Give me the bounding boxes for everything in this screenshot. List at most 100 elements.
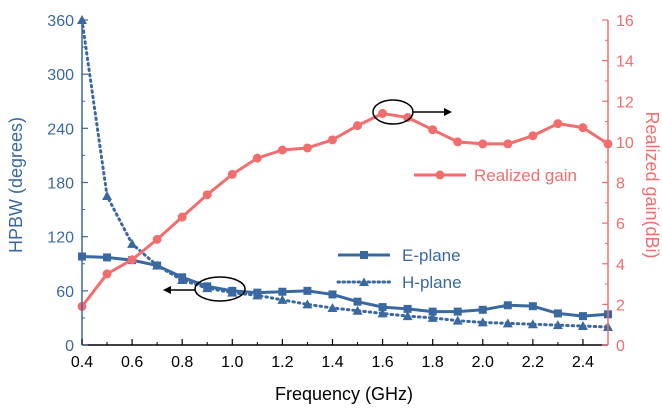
data-point-e-plane xyxy=(403,304,412,313)
x-tick-label: 0.6 xyxy=(121,354,143,371)
y-right-tick-label: 8 xyxy=(616,176,625,193)
y-left-tick-label: 120 xyxy=(47,230,74,247)
data-point-h-plane xyxy=(227,287,238,297)
legend-gain: Realized gain xyxy=(414,166,577,185)
x-tick-label: 1.4 xyxy=(321,354,343,371)
data-point-realized-gain xyxy=(578,123,588,133)
data-point-realized-gain xyxy=(177,212,187,222)
data-point-realized-gain xyxy=(127,255,137,265)
y-right-tick-label: 12 xyxy=(616,94,634,111)
data-point-h-plane xyxy=(427,312,438,322)
data-point-h-plane xyxy=(552,320,563,330)
data-point-realized-gain xyxy=(353,121,363,131)
x-tick-label: 1.6 xyxy=(371,354,393,371)
data-point-e-plane xyxy=(453,307,462,316)
data-point-realized-gain xyxy=(378,108,388,118)
x-tick-label: 1.2 xyxy=(271,354,293,371)
y-right-tick-label: 6 xyxy=(616,216,625,233)
annotation-hpbw-ellipse xyxy=(194,276,246,302)
data-point-realized-gain xyxy=(202,190,212,200)
data-point-realized-gain xyxy=(302,143,312,153)
y-left-tick-label: 240 xyxy=(47,121,74,138)
data-point-h-plane xyxy=(577,321,588,331)
y-right-tick-label: 0 xyxy=(616,338,625,355)
data-point-h-plane xyxy=(102,191,113,201)
legend-h-plane-label: H-plane xyxy=(402,273,462,292)
data-point-h-plane xyxy=(177,275,188,284)
y-left-tick-label: 60 xyxy=(56,284,74,301)
data-point-e-plane xyxy=(103,253,112,262)
plot-area xyxy=(77,15,613,331)
series-line-h-plane xyxy=(80,18,610,329)
data-point-realized-gain xyxy=(403,113,413,122)
x-tick-label: 1.8 xyxy=(422,354,444,371)
y-right-tick-label: 16 xyxy=(616,13,634,30)
data-point-h-plane xyxy=(152,260,163,270)
data-point-e-plane xyxy=(503,301,512,310)
data-point-realized-gain xyxy=(252,153,262,163)
data-point-realized-gain xyxy=(453,137,463,147)
legend-e-plane-marker xyxy=(360,251,368,259)
x-tick-label: 2.4 xyxy=(572,354,594,371)
data-point-e-plane xyxy=(478,305,487,314)
y-right-tick-label: 14 xyxy=(616,54,634,71)
y-right-tick-label: 10 xyxy=(616,135,634,152)
data-point-e-plane xyxy=(353,297,362,306)
data-point-realized-gain xyxy=(152,234,162,244)
x-tick-label: 2.0 xyxy=(472,354,494,371)
x-tick-label: 0.8 xyxy=(171,354,193,371)
data-point-e-plane xyxy=(553,309,562,318)
data-point-h-plane xyxy=(352,305,363,315)
legend-h-plane-marker xyxy=(359,277,369,286)
legend-h-plane: H-plane xyxy=(336,273,462,292)
annotation-gain-arrow xyxy=(372,99,452,125)
y-right-axis-title: Realized gain(dBi) xyxy=(642,111,662,258)
data-point-realized-gain xyxy=(553,119,563,129)
data-point-h-plane xyxy=(452,315,463,325)
x-tick-label: 1.0 xyxy=(221,354,243,371)
y-right-tick-label: 2 xyxy=(616,297,625,314)
x-tick-label: 0.4 xyxy=(71,354,93,371)
data-point-h-plane xyxy=(402,311,413,321)
data-point-e-plane xyxy=(278,287,287,296)
data-point-e-plane xyxy=(578,312,587,321)
data-point-h-plane xyxy=(502,318,513,328)
data-point-realized-gain xyxy=(277,145,287,155)
annotation-gain-arrowhead xyxy=(444,108,452,116)
data-point-h-plane xyxy=(277,294,288,304)
data-point-h-plane xyxy=(477,317,488,327)
y-left-tick-label: 0 xyxy=(65,338,74,355)
y-left-axis-title: HPBW (degrees) xyxy=(6,117,26,253)
data-point-realized-gain xyxy=(227,169,237,179)
data-point-realized-gain xyxy=(503,139,513,149)
data-point-e-plane xyxy=(303,286,312,295)
annotation-hpbw-arrowhead xyxy=(163,286,171,294)
data-point-realized-gain xyxy=(478,139,488,149)
data-point-h-plane xyxy=(127,238,138,248)
x-tick-label: 2.2 xyxy=(522,354,544,371)
data-point-h-plane xyxy=(527,319,538,329)
legend-gain-label: Realized gain xyxy=(474,166,577,185)
y-left-tick-label: 180 xyxy=(47,176,74,193)
axes: 0.4 0.6 0.8 1.0 1.2 1.4 1.6 1.8 2.0 2.2 2.40601201… xyxy=(47,13,634,371)
series-line-e-plane xyxy=(80,255,610,318)
data-point-realized-gain xyxy=(102,269,112,279)
plot-series-group xyxy=(77,15,613,331)
y-left-tick-label: 300 xyxy=(47,67,74,84)
data-point-h-plane xyxy=(252,290,263,300)
data-point-h-plane xyxy=(377,308,388,318)
data-point-h-plane xyxy=(202,283,213,293)
legend-e-plane: E-plane xyxy=(338,246,461,265)
series-line-realized-gain xyxy=(80,111,610,308)
data-point-realized-gain xyxy=(528,131,538,141)
legend-gain-marker xyxy=(435,170,445,180)
legend-e-plane-label: E-plane xyxy=(402,246,461,265)
data-point-e-plane xyxy=(428,307,437,316)
x-axis-title: Frequency (GHz) xyxy=(275,384,413,404)
data-point-e-plane xyxy=(328,290,337,299)
data-point-h-plane xyxy=(327,302,338,312)
data-point-realized-gain xyxy=(327,135,337,145)
data-point-e-plane xyxy=(378,303,387,312)
annotation-hpbw-arrow xyxy=(163,276,246,302)
